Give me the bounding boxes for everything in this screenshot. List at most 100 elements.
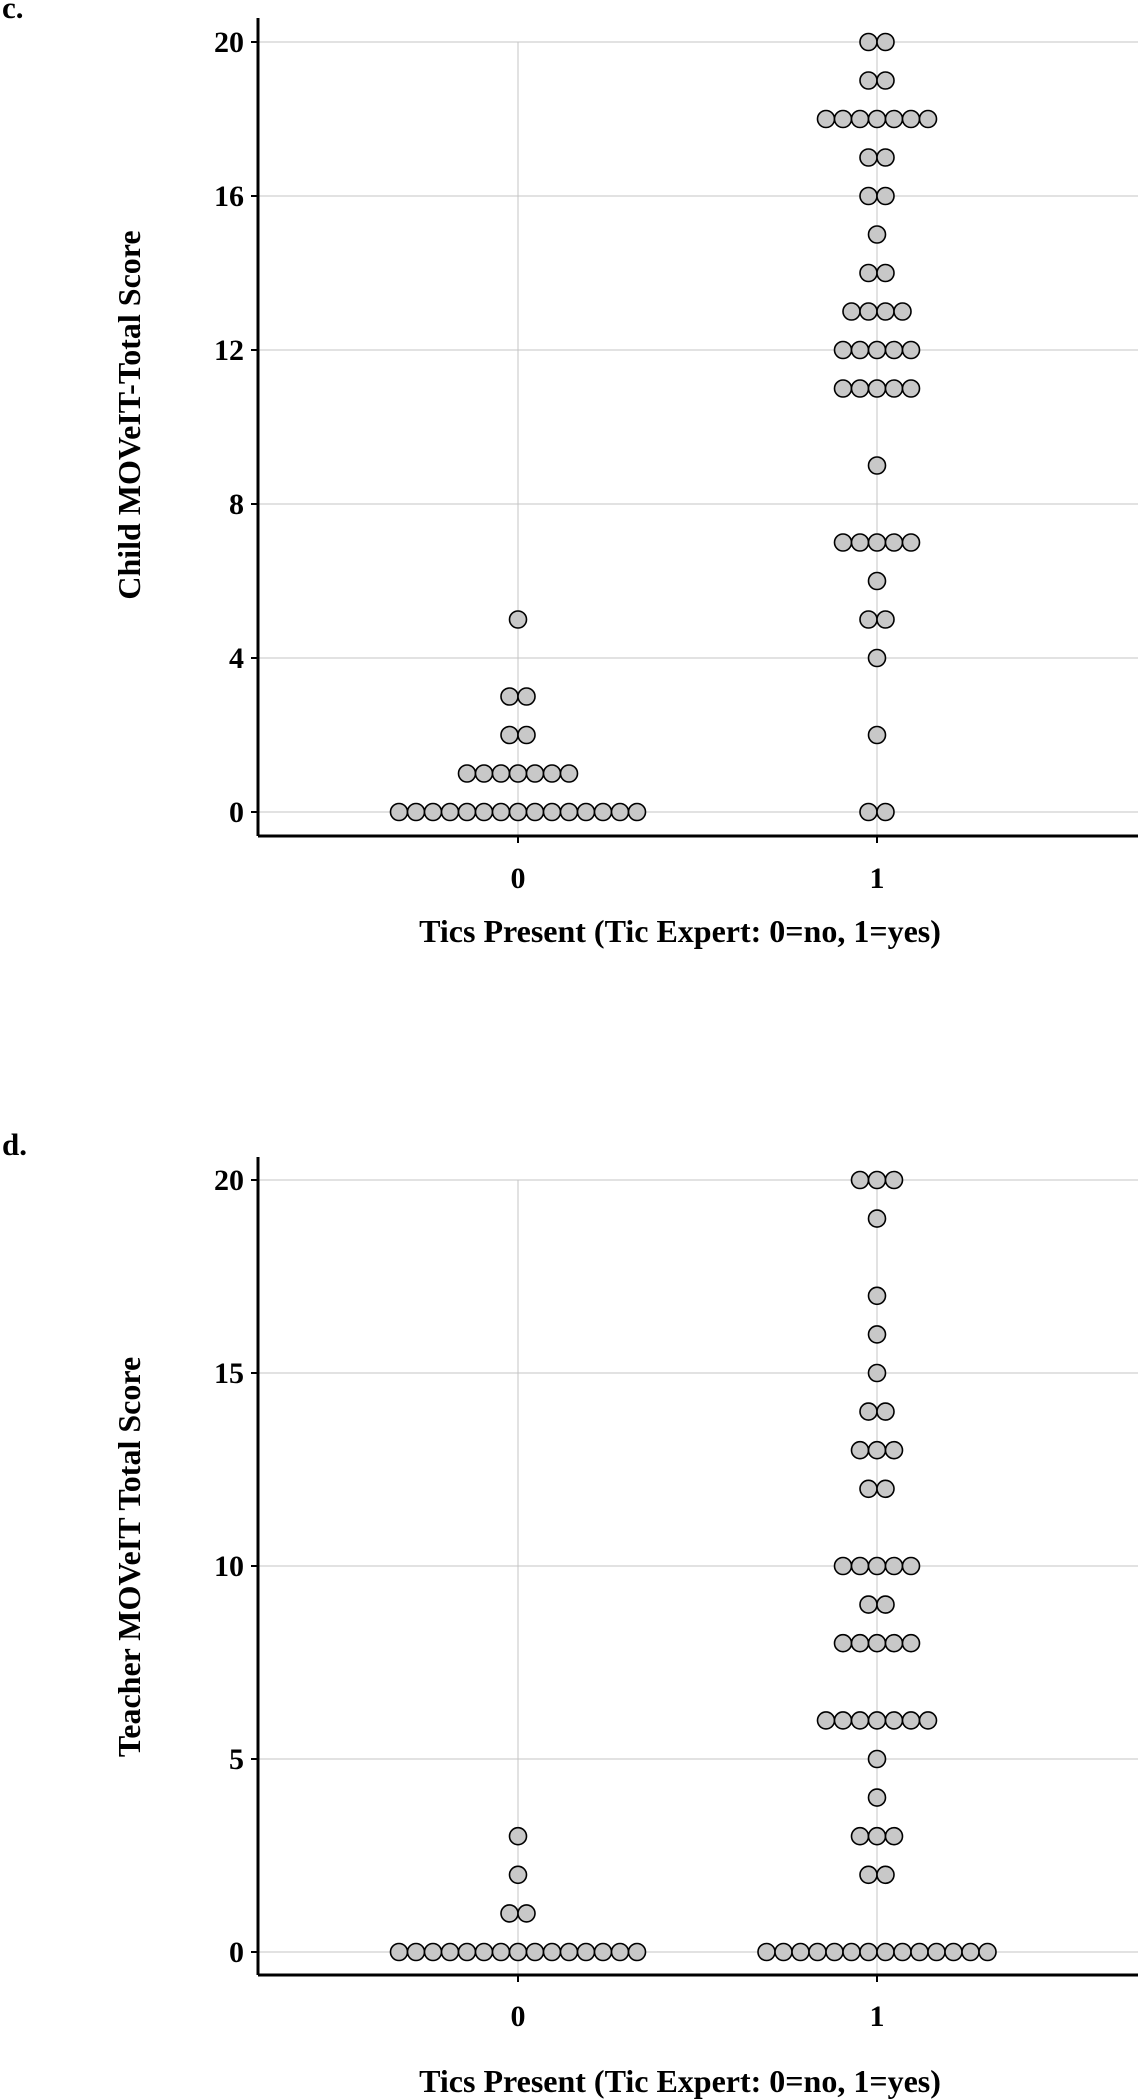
data-point (901, 1556, 921, 1576)
data-point (850, 1170, 870, 1190)
y-tick-label: 0 (229, 1936, 244, 1969)
data-point (884, 1711, 904, 1730)
data-point (867, 1325, 887, 1344)
data-point (610, 802, 630, 822)
data-point (474, 1942, 494, 1962)
data-point (884, 1633, 904, 1653)
data-point (884, 109, 904, 129)
data-point (423, 1942, 443, 1962)
x-tick-label: 1 (870, 862, 885, 895)
data-point (833, 533, 853, 552)
data-point (457, 802, 477, 822)
data-point (893, 1942, 912, 1962)
data-point (859, 1479, 878, 1499)
data-point (508, 610, 528, 629)
data-point (491, 802, 511, 822)
data-point (918, 109, 938, 129)
data-point (389, 802, 409, 822)
data-point (825, 1942, 844, 1962)
data-point (850, 1633, 870, 1653)
data-point (593, 802, 613, 822)
data-point (876, 1865, 895, 1885)
data-point (901, 533, 921, 552)
y-tick-label: 20 (214, 1164, 244, 1197)
data-point (457, 1942, 477, 1962)
data-point (859, 1865, 878, 1885)
x-tick-label: 0 (511, 862, 526, 895)
data-point (876, 802, 895, 822)
data-point (517, 687, 536, 706)
data-point (500, 725, 519, 745)
data-point (876, 610, 895, 629)
data-point (508, 764, 528, 783)
data-point (491, 764, 511, 783)
data-point (423, 802, 443, 822)
x-axis-title: Tics Present (Tic Expert: 0=no, 1=yes) (419, 913, 941, 949)
data-point (500, 687, 519, 706)
data-point (901, 109, 921, 129)
data-point (627, 802, 647, 822)
data-point (944, 1942, 963, 1962)
data-point (867, 1633, 887, 1653)
data-point (867, 1286, 887, 1306)
panel-label: c. (2, 0, 24, 25)
data-point (867, 533, 887, 552)
data-point (876, 148, 895, 167)
data-point (559, 764, 579, 783)
data-point (833, 1556, 853, 1576)
data-point (867, 1440, 887, 1460)
data-point (867, 725, 887, 745)
data-point (850, 1711, 870, 1730)
data-point (867, 648, 887, 668)
data-point (859, 148, 878, 167)
data-point (576, 802, 596, 822)
data-point (876, 71, 895, 90)
data-point (961, 1942, 980, 1962)
data-point (867, 379, 887, 398)
data-point (859, 1595, 878, 1614)
data-point (918, 1711, 938, 1730)
data-point (406, 1942, 426, 1962)
y-tick-label: 16 (214, 180, 244, 213)
data-point (833, 340, 853, 360)
y-tick-label: 10 (214, 1550, 244, 1583)
y-tick-label: 5 (229, 1743, 244, 1776)
data-point (867, 1788, 887, 1807)
data-point (850, 109, 870, 129)
data-point (859, 263, 878, 283)
data-point (859, 1402, 878, 1421)
data-point (816, 109, 836, 129)
data-point (474, 764, 494, 783)
data-point (876, 1479, 895, 1499)
data-point (867, 1826, 887, 1846)
data-point (474, 802, 494, 822)
data-point (542, 764, 562, 783)
data-point (525, 802, 545, 822)
data-point (867, 340, 887, 360)
data-point (833, 1711, 853, 1730)
data-point (576, 1942, 596, 1962)
data-point (893, 302, 912, 321)
data-point (876, 1942, 895, 1962)
data-point (627, 1942, 647, 1962)
data-point (850, 340, 870, 360)
data-point (774, 1942, 793, 1962)
y-tick-label: 20 (214, 26, 244, 59)
data-point (525, 764, 545, 783)
data-point (517, 725, 536, 745)
data-point (867, 571, 887, 591)
data-point (867, 109, 887, 129)
data-point (901, 1711, 921, 1730)
data-point (901, 1633, 921, 1653)
data-point (593, 1942, 613, 1962)
data-point (850, 1440, 870, 1460)
data-point (508, 1942, 528, 1962)
data-point (876, 32, 895, 52)
data-point (508, 1826, 528, 1846)
data-point (791, 1942, 810, 1962)
data-point (525, 1942, 545, 1962)
data-point (833, 1633, 853, 1653)
data-point (876, 263, 895, 283)
data-point (859, 802, 878, 822)
data-point (508, 1865, 528, 1885)
